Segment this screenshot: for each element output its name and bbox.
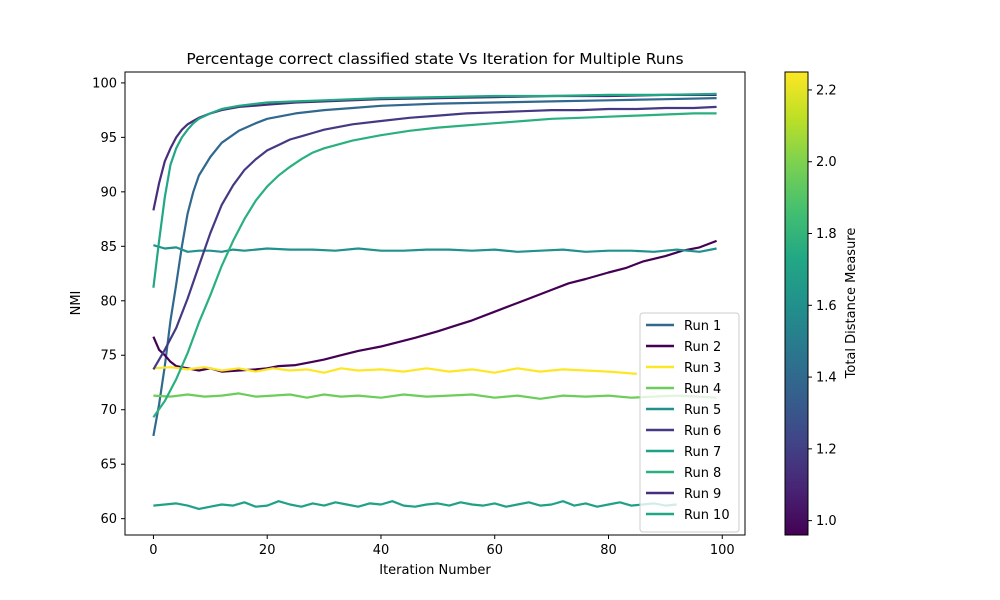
colorbar-tick-label: 1.6: [816, 299, 837, 314]
legend-label: Run 2: [684, 340, 721, 355]
y-tick-label: 70: [100, 403, 117, 418]
y-tick-label: 80: [100, 294, 117, 309]
y-tick-label: 75: [100, 349, 117, 364]
y-axis-label: NMI: [69, 291, 84, 316]
x-tick-label: 20: [259, 543, 276, 558]
x-tick-label: 40: [373, 543, 390, 558]
colorbar-tick-label: 1.4: [816, 371, 837, 386]
colorbar-tick-label: 1.2: [816, 442, 837, 457]
y-tick-label: 90: [100, 185, 117, 200]
x-tick-label: 80: [600, 543, 617, 558]
legend-label: Run 6: [684, 424, 721, 439]
series-line-run-2: [152, 239, 717, 373]
chart-title: Percentage correct classified state Vs I…: [186, 50, 683, 68]
colorbar-tick-label: 2.0: [816, 155, 837, 170]
series-line-run-6: [152, 105, 717, 370]
legend-label: Run 10: [684, 508, 730, 523]
legend-label: Run 3: [684, 361, 721, 376]
plot-frame: [124, 71, 746, 536]
legend-label: Run 7: [684, 445, 721, 460]
colorbar: [784, 71, 809, 536]
series-line-run-3: [153, 366, 637, 375]
y-tick-label: 85: [100, 240, 117, 255]
x-tick-label: 0: [149, 543, 157, 558]
series-line-run-7: [153, 500, 677, 510]
series-lines: [152, 92, 717, 510]
legend-label: Run 5: [684, 403, 721, 418]
colorbar-label: Total Distance Measure: [844, 228, 859, 380]
y-tick-label: 60: [100, 512, 117, 527]
y-tick-label: 65: [100, 458, 117, 473]
series-line-run-10: [152, 92, 717, 288]
y-tick-label: 100: [92, 76, 117, 91]
series-line-run-4: [153, 392, 717, 400]
x-tick-label: 100: [710, 543, 735, 558]
legend-label: Run 8: [684, 466, 721, 481]
series-line-run-8: [152, 112, 717, 418]
colorbar-tick-label: 1.8: [816, 227, 837, 242]
legend-label: Run 9: [684, 487, 721, 502]
x-axis-label: Iteration Number: [379, 563, 491, 578]
legend: Run 1 Run 2 Run 3 Run 4 Run 5 Run 6 Run 7 Run 8…: [639, 312, 740, 533]
y-tick-label: 95: [100, 131, 117, 146]
series-line-run-5: [153, 244, 717, 253]
colorbar-tick-label: 2.2: [816, 83, 837, 98]
series-line-run-9: [152, 93, 717, 211]
colorbar-tick-label: 1.0: [816, 514, 837, 529]
legend-label: Run 4: [684, 382, 721, 397]
x-tick-label: 60: [486, 543, 503, 558]
legend-label: Run 1: [684, 319, 721, 334]
x-axis-ticks: 0 20 40 60 80 100: [149, 535, 735, 558]
series-line-run-1: [152, 97, 717, 437]
colorbar-ticks: 1.0 1.2 1.4 1.6 1.8 2.0 2.2: [808, 83, 837, 529]
y-axis-ticks: 60 65 70 75 80 85 90 95 100: [92, 76, 125, 527]
